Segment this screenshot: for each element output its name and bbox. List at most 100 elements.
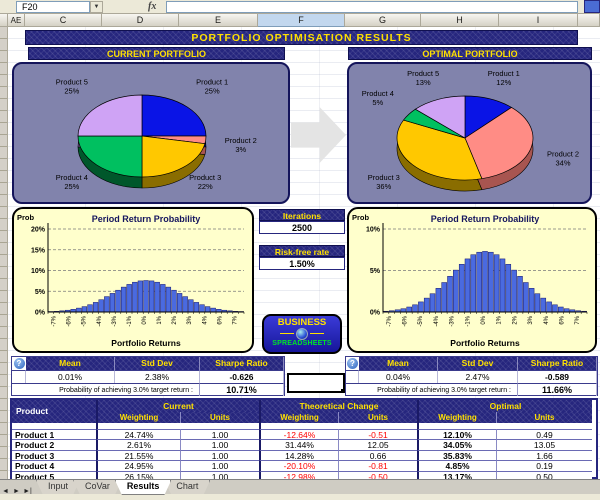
column-header-row: AE C D E F G H I xyxy=(0,14,600,27)
tab-scroll-left-icon[interactable]: ◄ xyxy=(2,488,9,495)
svg-text:0%: 0% xyxy=(370,310,381,317)
svg-text:-5%: -5% xyxy=(82,315,88,326)
name-box-dropdown-icon[interactable]: ▼ xyxy=(90,1,103,13)
svg-text:0%: 0% xyxy=(35,310,46,317)
product-value-cell[interactable]: 2.61% xyxy=(96,439,180,450)
current-portfolio-header: CURRENT PORTFOLIO xyxy=(28,47,285,60)
product-value-cell[interactable]: 35.83% xyxy=(417,449,496,461)
product-value-cell[interactable]: 4.85% xyxy=(417,460,496,471)
blank-row-cell xyxy=(259,423,417,429)
product-value-cell[interactable]: 21.55% xyxy=(96,449,180,461)
stats-value-cell[interactable]: 0.01% xyxy=(26,370,115,383)
product-value-cell[interactable]: -20.10% xyxy=(259,460,338,471)
formula-input[interactable] xyxy=(166,1,578,13)
pie-label: Product 4 5% xyxy=(362,89,394,107)
product-value-cell[interactable]: 14.28% xyxy=(259,449,338,461)
product-value-cell[interactable]: -0.51 xyxy=(338,429,417,440)
product-value-cell[interactable]: -12.64% xyxy=(259,429,338,440)
product-value-cell[interactable]: 1.66 xyxy=(496,449,592,461)
product-name-cell[interactable]: Product 5 xyxy=(12,470,96,481)
sub-header-units: Units xyxy=(496,412,592,423)
column-header-D[interactable]: D xyxy=(102,14,179,27)
sheet-tab-input[interactable]: Input xyxy=(36,480,80,495)
product-value-cell[interactable]: -0.81 xyxy=(338,460,417,471)
current-portfolio-pie-chart[interactable]: Product 1 25% Product 2 3% Product 3 22% Produ… xyxy=(12,62,290,204)
sub-header-weighting: Weighting xyxy=(259,412,338,423)
stats-value-cell[interactable]: -0.589 xyxy=(518,370,597,383)
question-box-fragment xyxy=(584,0,600,13)
optimal-return-histogram[interactable]: 0% 5% 10% Prob Period Return Probability -7% -… xyxy=(347,207,597,353)
svg-text:3%: 3% xyxy=(528,315,534,324)
sheet-tab-results[interactable]: Results xyxy=(115,480,172,495)
sub-header-units: Units xyxy=(180,412,259,423)
product-name-cell[interactable]: Product 3 xyxy=(12,449,96,461)
column-header-partial[interactable] xyxy=(578,14,600,27)
column-header-H[interactable]: H xyxy=(421,14,499,27)
product-value-cell[interactable]: 26.15% xyxy=(96,470,180,481)
help-icon-cell: ? xyxy=(12,357,26,370)
product-value-cell[interactable]: 0.50 xyxy=(496,470,592,481)
business-spreadsheets-logo[interactable]: BUSINESS SPREADSHEETS xyxy=(262,314,342,354)
product-name-cell[interactable]: Product 4 xyxy=(12,460,96,471)
svg-text:-6%: -6% xyxy=(67,315,73,326)
tab-scroll-right-icon[interactable]: ► xyxy=(13,488,20,495)
probability-value[interactable]: 10.71% xyxy=(200,383,284,396)
product-value-cell[interactable]: 0.19 xyxy=(496,460,592,471)
column-header-C[interactable]: C xyxy=(25,14,102,27)
name-box[interactable]: F20 xyxy=(16,1,90,13)
sheet-tab-covar[interactable]: CoVar xyxy=(73,480,122,495)
svg-text:2%: 2% xyxy=(512,315,518,324)
product-value-cell[interactable]: 31.44% xyxy=(259,439,338,450)
product-value-cell[interactable]: 0.49 xyxy=(496,429,592,440)
current-stats-table: ? Mean Std Dev Sharpe Ratio 0.01% 2.38% -0.626… xyxy=(11,356,285,396)
fx-icon[interactable]: fx xyxy=(148,1,157,12)
product-value-cell[interactable]: 1.00 xyxy=(180,460,259,471)
stats-value-cell[interactable]: -0.626 xyxy=(200,370,284,383)
help-icon[interactable]: ? xyxy=(347,358,358,369)
column-header-E[interactable]: E xyxy=(179,14,258,27)
product-value-cell[interactable]: 13.05 xyxy=(496,439,592,450)
iterations-value-cell[interactable]: 2500 xyxy=(259,221,345,234)
product-value-cell[interactable]: 1.00 xyxy=(180,439,259,450)
product-value-cell[interactable]: 34.05% xyxy=(417,439,496,450)
sheet-tab-chart[interactable]: Chart xyxy=(164,480,210,495)
product-name-cell[interactable]: Product 2 xyxy=(12,439,96,450)
optimal-portfolio-pie-chart[interactable]: Product 1 12% Product 2 34% Product 3 36% Prod… xyxy=(347,62,592,204)
product-value-cell[interactable]: 13.17% xyxy=(417,470,496,481)
product-value-cell[interactable]: 1.00 xyxy=(180,449,259,461)
product-value-cell[interactable]: 0.66 xyxy=(338,449,417,461)
product-name-cell[interactable]: Product 1 xyxy=(12,429,96,440)
help-icon[interactable]: ? xyxy=(13,358,25,369)
tab-scroll-last-icon[interactable]: ►| xyxy=(23,488,32,495)
product-value-cell[interactable]: -0.50 xyxy=(338,470,417,481)
stats-header-sharpe-ratio: Sharpe Ratio xyxy=(518,357,597,370)
svg-text:3%: 3% xyxy=(187,315,193,324)
optimal-stats-table: ? Mean Std Dev Sharpe Ratio 0.04% 2.47% -0.589… xyxy=(345,356,598,396)
product-value-cell[interactable]: 24.74% xyxy=(96,429,180,440)
pie-label: Product 4 25% xyxy=(56,173,88,191)
column-header-I[interactable]: I xyxy=(499,14,578,27)
column-header-G[interactable]: G xyxy=(345,14,421,27)
fill-handle[interactable] xyxy=(341,389,345,393)
product-value-cell[interactable]: 24.95% xyxy=(96,460,180,471)
selected-cell-F20[interactable] xyxy=(287,373,345,393)
column-header-F[interactable]: F xyxy=(258,14,345,27)
product-value-cell[interactable]: 12.05 xyxy=(338,439,417,450)
row-header-strip[interactable] xyxy=(0,27,8,479)
probability-label: Probability of achieving 3.0% target ret… xyxy=(12,383,200,396)
risk-free-rate-value-cell[interactable]: 1.50% xyxy=(259,257,345,270)
probability-value[interactable]: 11.66% xyxy=(518,383,597,396)
stats-value-cell[interactable]: 0.04% xyxy=(359,370,438,383)
current-return-histogram[interactable]: 0% 5% 10% 15% 20% Prob Period Return Probabili… xyxy=(12,207,254,353)
svg-text:0%: 0% xyxy=(481,315,487,324)
stats-value-cell[interactable]: 2.47% xyxy=(438,370,518,383)
svg-text:6%: 6% xyxy=(217,315,223,324)
product-value-cell[interactable]: -12.98% xyxy=(259,470,338,481)
product-value-cell[interactable]: 12.10% xyxy=(417,429,496,440)
select-all-corner[interactable] xyxy=(0,14,8,27)
product-value-cell[interactable]: 1.00 xyxy=(180,429,259,440)
column-header-AE[interactable]: AE xyxy=(8,14,25,27)
product-value-cell[interactable]: 1.00 xyxy=(180,470,259,481)
pie-label: Product 2 3% xyxy=(225,136,257,154)
stats-value-cell[interactable]: 2.38% xyxy=(115,370,200,383)
